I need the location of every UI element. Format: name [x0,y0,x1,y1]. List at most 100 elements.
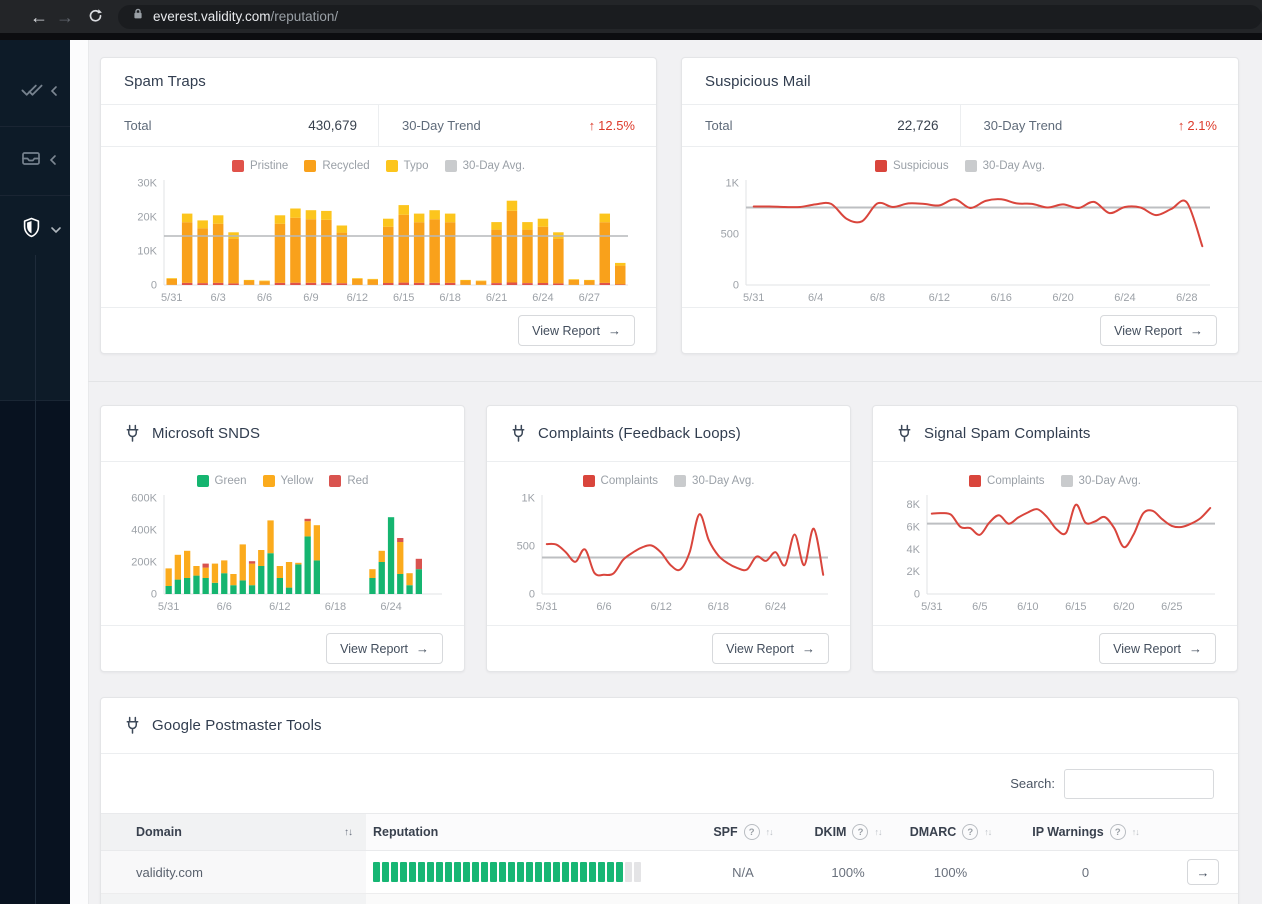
svg-text:6/12: 6/12 [347,292,368,304]
refresh-button[interactable] [82,4,108,30]
svg-text:6/12: 6/12 [650,601,671,613]
svg-text:8K: 8K [906,499,920,511]
chart-block: Complaints 30-Day Avg. 0 500 1K 5/31 6/6 6/12 6… [487,462,850,625]
arrow-right-icon: → [1190,323,1203,338]
table-row-partial [101,894,1238,904]
view-report-button[interactable]: View Report → [1099,633,1216,664]
url-path: /reputation/ [270,9,339,24]
card-title-text: Microsoft SNDS [152,425,261,442]
view-report-button[interactable]: View Report → [326,633,443,664]
help-icon[interactable]: ? [962,824,979,840]
back-button[interactable]: ← [26,4,52,30]
arrow-right-icon: → [416,641,429,656]
help-icon[interactable]: ? [1109,824,1126,840]
stats-row: Total 22,726 30-Day Trend ↑ 2.1% [682,105,1238,147]
reputation-cell [366,851,688,893]
card-title-text: Signal Spam Complaints [924,425,1091,442]
svg-text:6/20: 6/20 [1113,601,1134,613]
svg-text:500: 500 [517,541,535,553]
col-header-ip-warnings[interactable]: IP Warnings? ↑↓ [1032,824,1140,840]
search-row: Search: [101,754,1238,813]
card-suspicious-mail: Suspicious Mail Total 22,726 30-Day Tren… [681,57,1239,354]
svg-text:6/24: 6/24 [532,292,553,304]
total-value: 430,679 [308,118,357,133]
trend-label: 30-Day Trend [402,118,481,133]
svg-text:5/31: 5/31 [158,601,179,613]
shield-icon [20,216,43,244]
help-icon[interactable]: ? [852,824,869,840]
col-header-spf[interactable]: SPF? ↑↓ [713,824,774,840]
ip-warnings-cell: 0 [1081,864,1090,880]
card-title-text: Suspicious Mail [705,72,811,90]
card-title-text: Spam Traps [124,72,206,90]
trend-stat: 30-Day Trend ↑ 12.5% [378,105,656,146]
col-header-reputation[interactable]: Reputation [373,825,439,839]
card-microsoft-snds: Microsoft SNDS Green Yellow Red 0 200K 400K 6… [100,405,465,672]
chart-block: Suspicious 30-Day Avg. 0 500 1K 5/31 6/4 6/8 6/… [682,147,1238,307]
col-header-domain[interactable]: Domain ↑↓ [101,814,366,850]
chart-legend: Green Yellow Red [196,471,368,491]
view-report-button[interactable]: View Report → [1100,315,1217,346]
chevron-left-icon [50,85,58,97]
help-icon[interactable]: ? [743,824,760,840]
svg-text:6/24: 6/24 [380,601,401,613]
total-stat: Total 22,726 [682,105,960,146]
url-bar[interactable]: everest.validity.com/reputation/ [118,4,1262,29]
sidebar-item-inbox[interactable] [0,126,70,194]
plug-icon [896,424,913,443]
svg-text:500: 500 [720,229,738,241]
svg-text:6/6: 6/6 [217,601,232,613]
svg-text:0: 0 [732,280,738,292]
spam-traps-chart: 0 10K 20K 30K 5/31 6/3 6/6 6/9 6/12 6/15 6/18 6/21 6… [137,178,628,304]
postmaster-table: Domain ↑↓ Reputation SPF? ↑↓ DKIM? ↑↓ DMAR… [101,813,1238,904]
chart-legend: Complaints 30-Day Avg. [582,471,754,491]
svg-text:6/10: 6/10 [1017,601,1038,613]
plug-icon [124,424,141,443]
sort-icon[interactable]: ↑↓ [984,827,992,837]
sidebar-item-reputation[interactable] [0,196,70,264]
total-label: Total [124,118,152,133]
trend-up-icon: ↑ [588,118,596,133]
svg-text:5/31: 5/31 [743,292,764,304]
sort-icon[interactable]: ↑↓ [344,826,353,838]
chart-block: Green Yellow Red 0 200K 400K 600K 5/31 6/6 6/12 6… [101,462,464,625]
arrow-right-icon: → [802,641,815,656]
sidebar-divider [0,126,70,127]
svg-text:1K: 1K [522,493,536,505]
url-host: everest.validity.com [153,9,271,24]
svg-text:400K: 400K [131,525,157,537]
reputation-bar [373,862,641,882]
svg-text:600K: 600K [131,493,157,505]
card-signal-spam: Signal Spam Complaints Complaints 30-Day … [872,405,1238,672]
complaints-fbl-chart: 0 500 1K 5/31 6/6 6/12 6/18 6/24 [517,493,828,613]
svg-text:4K: 4K [906,544,920,556]
search-input[interactable] [1064,768,1214,799]
svg-text:6K: 6K [906,522,920,534]
trend-label: 30-Day Trend [983,118,1063,133]
view-report-button[interactable]: View Report → [518,315,635,346]
sidebar-item-checks[interactable] [0,57,70,125]
svg-text:6/18: 6/18 [708,601,729,613]
domain-cell: validity.com [101,851,366,893]
forward-button[interactable]: → [52,4,78,30]
trend-stat: 30-Day Trend ↑ 2.1% [959,105,1239,146]
card-title: Microsoft SNDS [101,406,464,462]
card-footer: View Report → [101,307,656,353]
view-report-button[interactable]: View Report → [712,633,829,664]
sort-icon[interactable]: ↑↓ [1131,827,1140,837]
card-footer: View Report → [682,307,1238,353]
sort-icon[interactable]: ↑↓ [765,827,774,837]
inbox-icon [20,149,42,172]
col-header-dmarc[interactable]: DMARC? ↑↓ [909,824,992,840]
table-row: validity.com N/A 100% 100% 0 → [101,851,1238,894]
svg-text:5/31: 5/31 [536,601,557,613]
svg-text:6/20: 6/20 [1052,292,1073,304]
card-title: Suspicious Mail [682,58,1238,105]
card-spam-traps: Spam Traps Total 430,679 30-Day Trend ↑ 1… [100,57,657,354]
svg-text:6/16: 6/16 [990,292,1011,304]
sort-icon[interactable]: ↑↓ [874,827,882,837]
svg-text:6/5: 6/5 [972,601,987,613]
col-header-dkim[interactable]: DKIM? ↑↓ [814,824,882,840]
row-detail-button[interactable]: → [1187,859,1219,885]
